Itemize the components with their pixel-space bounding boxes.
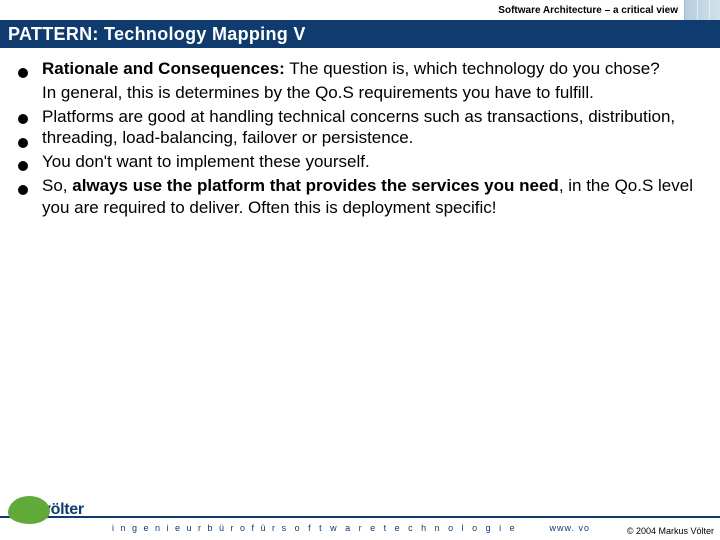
bullet-list: Rationale and Consequences: The question… [14, 58, 700, 218]
top-band: Software Architecture – a critical view [0, 0, 720, 20]
bullet-text: Platforms are good at handling technical… [42, 107, 675, 148]
bullet-item: In general, this is determines by the Qo… [14, 82, 700, 104]
slide: Software Architecture – a critical view … [0, 0, 720, 540]
header-subtitle: Software Architecture – a critical view [498, 5, 678, 16]
bullet-icon [18, 185, 28, 195]
logo-mark-icon [8, 496, 50, 524]
bullet-item: Rationale and Consequences: The question… [14, 58, 700, 80]
footer-center: i n g e n i e u r b ü r o f ü r s o f t … [106, 516, 600, 540]
bullet-lead: Rationale and Consequences: [42, 59, 285, 78]
bullet-item: So, always use the platform that provide… [14, 175, 700, 219]
bullet-item: You don't want to implement these yourse… [14, 151, 700, 173]
footer-www: www. vo [549, 523, 590, 533]
footer: völter i n g e n i e u r b ü r o f ü r s… [0, 492, 720, 540]
bullet-icon [18, 68, 28, 78]
bullet-icon [18, 138, 28, 148]
footer-copyright: © 2004 Markus Völter [627, 526, 714, 536]
bullet-text: In general, this is determines by the Qo… [42, 83, 594, 102]
footer-tagline: i n g e n i e u r b ü r o f ü r s o f t … [112, 523, 518, 533]
slide-title: PATTERN: Technology Mapping V [8, 24, 306, 45]
bullet-mid: always use the platform that provides th… [72, 176, 559, 195]
title-bar: PATTERN: Technology Mapping V [0, 20, 720, 48]
bullet-pre: So, [42, 176, 72, 195]
bullet-text: The question is, which technology do you… [285, 59, 660, 78]
bullet-text: You don't want to implement these yourse… [42, 152, 370, 171]
slide-content: Rationale and Consequences: The question… [14, 58, 700, 220]
bullet-item: Platforms are good at handling technical… [14, 106, 700, 150]
bullet-icon [18, 161, 28, 171]
logo: völter [8, 494, 100, 526]
corner-decoration [684, 0, 720, 20]
